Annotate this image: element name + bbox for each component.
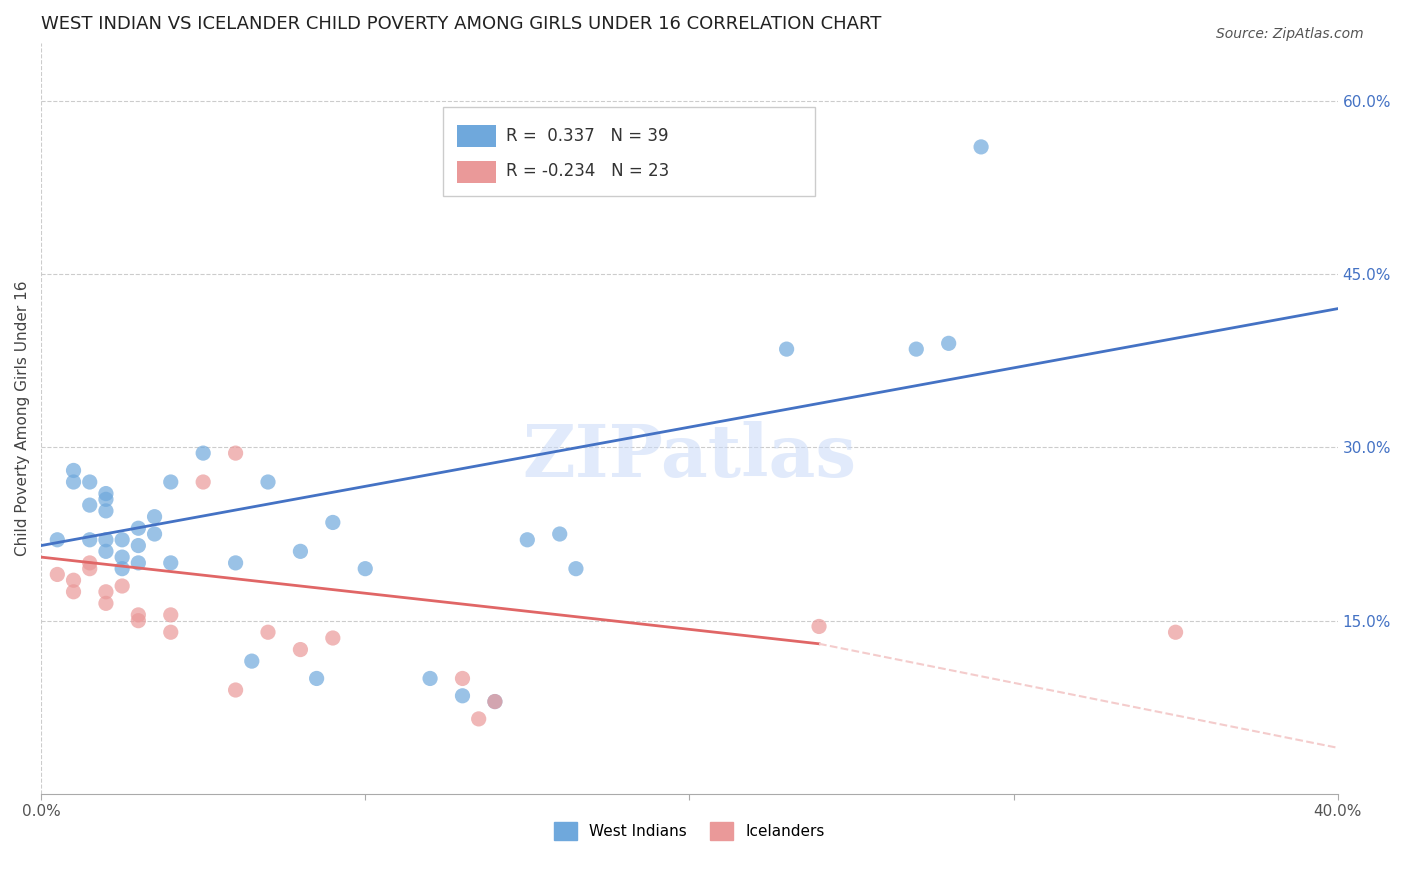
West Indians [305,672,328,686]
West Indians [79,533,101,547]
West Indians [322,516,344,530]
Text: ZIPatlas: ZIPatlas [522,420,856,491]
West Indians [484,695,506,709]
Text: R = -0.234   N = 23: R = -0.234 N = 23 [506,162,669,180]
West Indians [225,556,247,570]
Icelanders [94,596,117,610]
West Indians [775,342,797,356]
Legend: West Indians, Icelanders: West Indians, Icelanders [548,815,831,847]
West Indians [193,446,215,460]
Icelanders [62,584,84,599]
West Indians [62,463,84,477]
West Indians [548,527,571,541]
West Indians [94,486,117,500]
West Indians [127,556,149,570]
West Indians [111,533,134,547]
West Indians [127,521,149,535]
West Indians [111,550,134,565]
Y-axis label: Child Poverty Among Girls Under 16: Child Poverty Among Girls Under 16 [15,281,30,557]
Icelanders [808,619,831,633]
West Indians [159,475,181,489]
West Indians [938,336,960,351]
Icelanders [62,573,84,587]
West Indians [565,562,588,576]
West Indians [94,492,117,507]
West Indians [257,475,280,489]
West Indians [905,342,928,356]
Icelanders [79,562,101,576]
Icelanders [451,672,474,686]
West Indians [79,498,101,512]
Text: R =  0.337   N = 39: R = 0.337 N = 39 [506,127,669,145]
West Indians [354,562,377,576]
Text: Source: ZipAtlas.com: Source: ZipAtlas.com [1216,27,1364,41]
Icelanders [79,556,101,570]
Icelanders [322,631,344,645]
Icelanders [290,642,312,657]
Icelanders [225,446,247,460]
West Indians [62,475,84,489]
West Indians [127,539,149,553]
West Indians [46,533,69,547]
Icelanders [467,712,489,726]
Icelanders [484,695,506,709]
West Indians [94,533,117,547]
Icelanders [1164,625,1187,640]
West Indians [111,562,134,576]
West Indians [970,140,993,154]
West Indians [79,475,101,489]
Icelanders [159,607,181,622]
Icelanders [257,625,280,640]
Icelanders [193,475,215,489]
West Indians [516,533,538,547]
West Indians [159,556,181,570]
West Indians [143,509,166,524]
West Indians [240,654,263,668]
Icelanders [94,584,117,599]
West Indians [94,544,117,558]
Icelanders [225,683,247,698]
West Indians [94,504,117,518]
West Indians [143,527,166,541]
West Indians [290,544,312,558]
Icelanders [127,614,149,628]
Text: WEST INDIAN VS ICELANDER CHILD POVERTY AMONG GIRLS UNDER 16 CORRELATION CHART: WEST INDIAN VS ICELANDER CHILD POVERTY A… [41,15,882,33]
Icelanders [127,607,149,622]
Icelanders [111,579,134,593]
Icelanders [159,625,181,640]
Icelanders [46,567,69,582]
West Indians [451,689,474,703]
West Indians [419,672,441,686]
